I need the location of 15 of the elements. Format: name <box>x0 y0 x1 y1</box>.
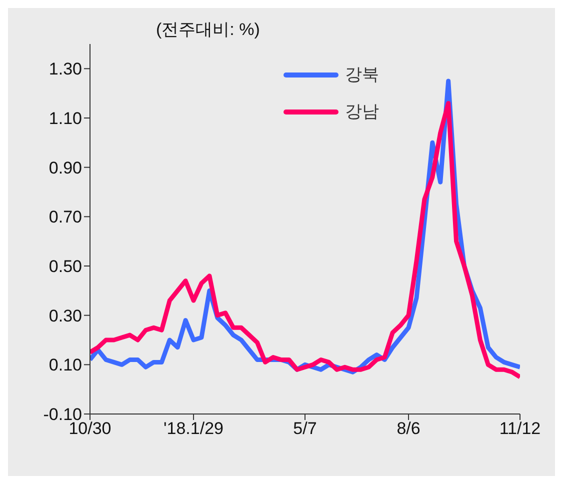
x-tick-label: 5/7 <box>293 419 317 438</box>
x-tick-label: 8/6 <box>396 419 420 438</box>
y-axis-title: (전주대비: %) <box>156 19 260 41</box>
legend-label: 강남 <box>345 101 379 123</box>
y-tick-label: 1.30 <box>48 60 82 79</box>
legend-label: 강북 <box>345 64 379 86</box>
y-tick-label: 0.90 <box>48 158 82 178</box>
y-tick-label: 0.10 <box>48 356 82 375</box>
x-tick-label: 11/12 <box>499 419 541 438</box>
y-tick-label: 0.50 <box>48 257 82 276</box>
x-tick-label: '18.1/29 <box>164 419 224 438</box>
x-tick-label: 10/30 <box>68 419 112 438</box>
y-tick-label: 0.30 <box>48 306 82 326</box>
y-tick-label: 1.10 <box>48 109 82 128</box>
y-tick-label: 0.70 <box>48 208 82 227</box>
